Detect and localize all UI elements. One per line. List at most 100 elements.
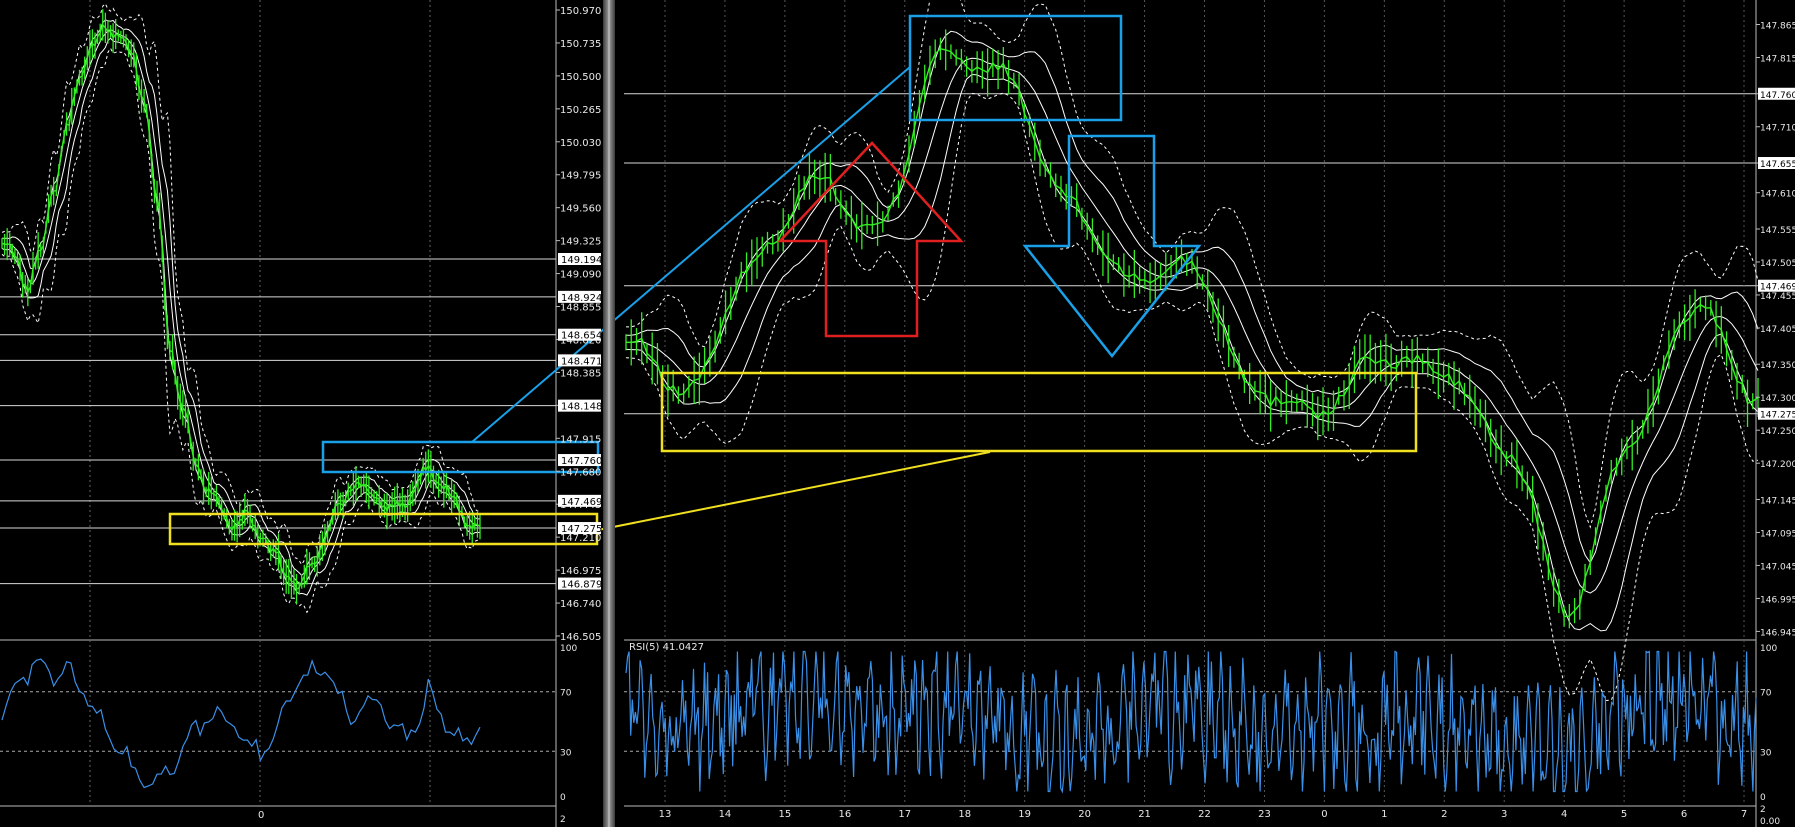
right-time-label: 20 — [1078, 809, 1091, 820]
left-rsi-line — [1, 658, 481, 789]
axis-labels: 150.970 150.735 150.500 150.265 150.030 149.7… — [258, 6, 1795, 827]
left-band-outer-upper — [1, 2, 480, 566]
blue-connector-line — [471, 66, 911, 443]
right-price-tick-label: 147.555 — [1760, 226, 1795, 236]
right-time-label: 1 — [1381, 809, 1387, 820]
panel-divider[interactable] — [603, 0, 615, 827]
right-time-label: 21 — [1138, 809, 1151, 820]
right-time-label: 14 — [719, 809, 732, 820]
left-price-tick-label: 148.855 — [560, 303, 601, 314]
right-rsi-tick-label: 0 — [1760, 793, 1766, 803]
right-yellow-highlight-box — [660, 371, 1418, 453]
right-time-label: 7 — [1741, 809, 1747, 820]
right-bottom-tick: 0.00 — [1760, 817, 1780, 827]
right-price-tick-label: 147.610 — [1760, 190, 1795, 200]
left-price-tick-label: 147.210 — [560, 533, 601, 544]
left-price-tick-label: 146.740 — [560, 599, 601, 610]
left-level-tag-label: 147.760 — [561, 456, 602, 467]
right-price-tick-label: 147.455 — [1760, 292, 1795, 302]
right-time-label: 5 — [1621, 809, 1627, 820]
right-level-tag-label: 147.469 — [1760, 283, 1795, 293]
left-rsi-tick-label: 0 — [560, 793, 566, 803]
right-price-tick-label: 147.045 — [1760, 562, 1795, 572]
left-rsi-tick-label: 70 — [560, 689, 572, 699]
left-band-outer-lower — [1, 47, 481, 614]
right-price-tick-label: 147.200 — [1760, 460, 1795, 470]
left-bottom-tick: 2 — [560, 815, 566, 825]
right-bottom-tick: 2 — [1760, 805, 1766, 815]
left-price-tick-label: 150.265 — [560, 105, 601, 116]
right-level-tag — [1758, 407, 1795, 420]
right-price-tick-label: 147.350 — [1760, 361, 1795, 371]
right-price-tick-label: 147.865 — [1760, 21, 1795, 31]
left-price-line — [1, 23, 481, 590]
left-price-tick-label: 146.975 — [560, 566, 601, 577]
left-level-tag — [558, 522, 601, 535]
left-price-tick-label: 147.680 — [560, 467, 601, 478]
right-time-label: 19 — [1018, 809, 1031, 820]
right-price-tick-label: 147.300 — [1760, 394, 1795, 404]
left-price-tick-label: 150.735 — [560, 39, 601, 50]
right-level-tag-label: 147.275 — [1760, 411, 1795, 421]
left-level-tag — [558, 494, 601, 507]
left-rsi-tick-label: 30 — [560, 748, 572, 758]
left-level-tag — [558, 328, 601, 341]
left-price-series — [1, 9, 481, 605]
left-level-tag-label: 147.469 — [561, 497, 602, 508]
right-band-outer-upper — [625, 0, 1759, 529]
right-price-tick-label: 146.945 — [1760, 628, 1795, 638]
left-level-tag-label: 148.148 — [561, 402, 602, 413]
right-time-label: 23 — [1258, 809, 1271, 820]
right-time-label: 17 — [898, 809, 911, 820]
red-up-arrow — [777, 141, 964, 338]
right-level-tag — [1758, 87, 1795, 100]
right-price-tick-label: 147.405 — [1760, 325, 1795, 335]
right-time-label: 0 — [1321, 809, 1327, 820]
left-time-label: 0 — [258, 810, 264, 821]
left-price-tick-label: 149.795 — [560, 171, 601, 182]
left-price-tick-label: 150.030 — [560, 138, 601, 149]
right-rsi-series — [625, 650, 1757, 794]
left-price-tick-label: 147.915 — [560, 434, 601, 445]
left-price-grid — [0, 0, 557, 827]
left-level-tag — [558, 252, 601, 265]
right-time-label: 18 — [958, 809, 971, 820]
left-level-tag-label: 146.879 — [561, 580, 602, 591]
left-rsi-series — [1, 658, 481, 789]
right-price-series — [625, 29, 1759, 629]
left-level-tag — [558, 354, 601, 367]
right-time-label: 15 — [779, 809, 792, 820]
right-price-tick-label: 147.815 — [1760, 54, 1795, 64]
right-rsi-tick-label: 30 — [1760, 748, 1772, 758]
right-blue-highlight-box — [908, 14, 1123, 122]
right-time-label: 22 — [1198, 809, 1211, 820]
left-price-tick-label: 149.325 — [560, 237, 601, 248]
right-time-label: 13 — [659, 809, 672, 820]
right-price-tick-label: 147.095 — [1760, 529, 1795, 539]
left-level-tag-label: 148.924 — [561, 293, 602, 304]
left-level-tag — [558, 290, 601, 303]
right-level-tag-label: 147.655 — [1760, 160, 1795, 170]
left-level-tag-label: 147.275 — [561, 524, 602, 535]
left-level-tag-label: 149.194 — [561, 255, 602, 266]
left-rsi-tick-label: 100 — [560, 644, 577, 654]
right-band-outer-lower — [625, 92, 1759, 702]
left-level-tag-label: 148.471 — [561, 356, 602, 367]
left-price-tick-label: 146.505 — [560, 632, 601, 643]
yellow-connector-line — [597, 451, 991, 531]
right-price-line — [625, 48, 1759, 618]
right-time-label: 16 — [838, 809, 851, 820]
right-price-tick-label: 147.250 — [1760, 427, 1795, 437]
right-level-tag — [1758, 279, 1795, 292]
left-level-tag — [558, 399, 601, 412]
left-level-tag — [558, 577, 601, 590]
right-price-tick-label: 147.145 — [1760, 496, 1795, 506]
right-time-label: 2 — [1441, 809, 1447, 820]
blue-down-arrow — [1022, 134, 1202, 359]
right-rsi-tick-label: 70 — [1760, 689, 1772, 699]
right-rsi-tick-label: 100 — [1760, 644, 1777, 654]
right-price-tick-label: 147.710 — [1760, 124, 1795, 134]
left-price-tick-label: 150.500 — [560, 72, 601, 83]
left-price-tick-label: 148.385 — [560, 368, 601, 379]
